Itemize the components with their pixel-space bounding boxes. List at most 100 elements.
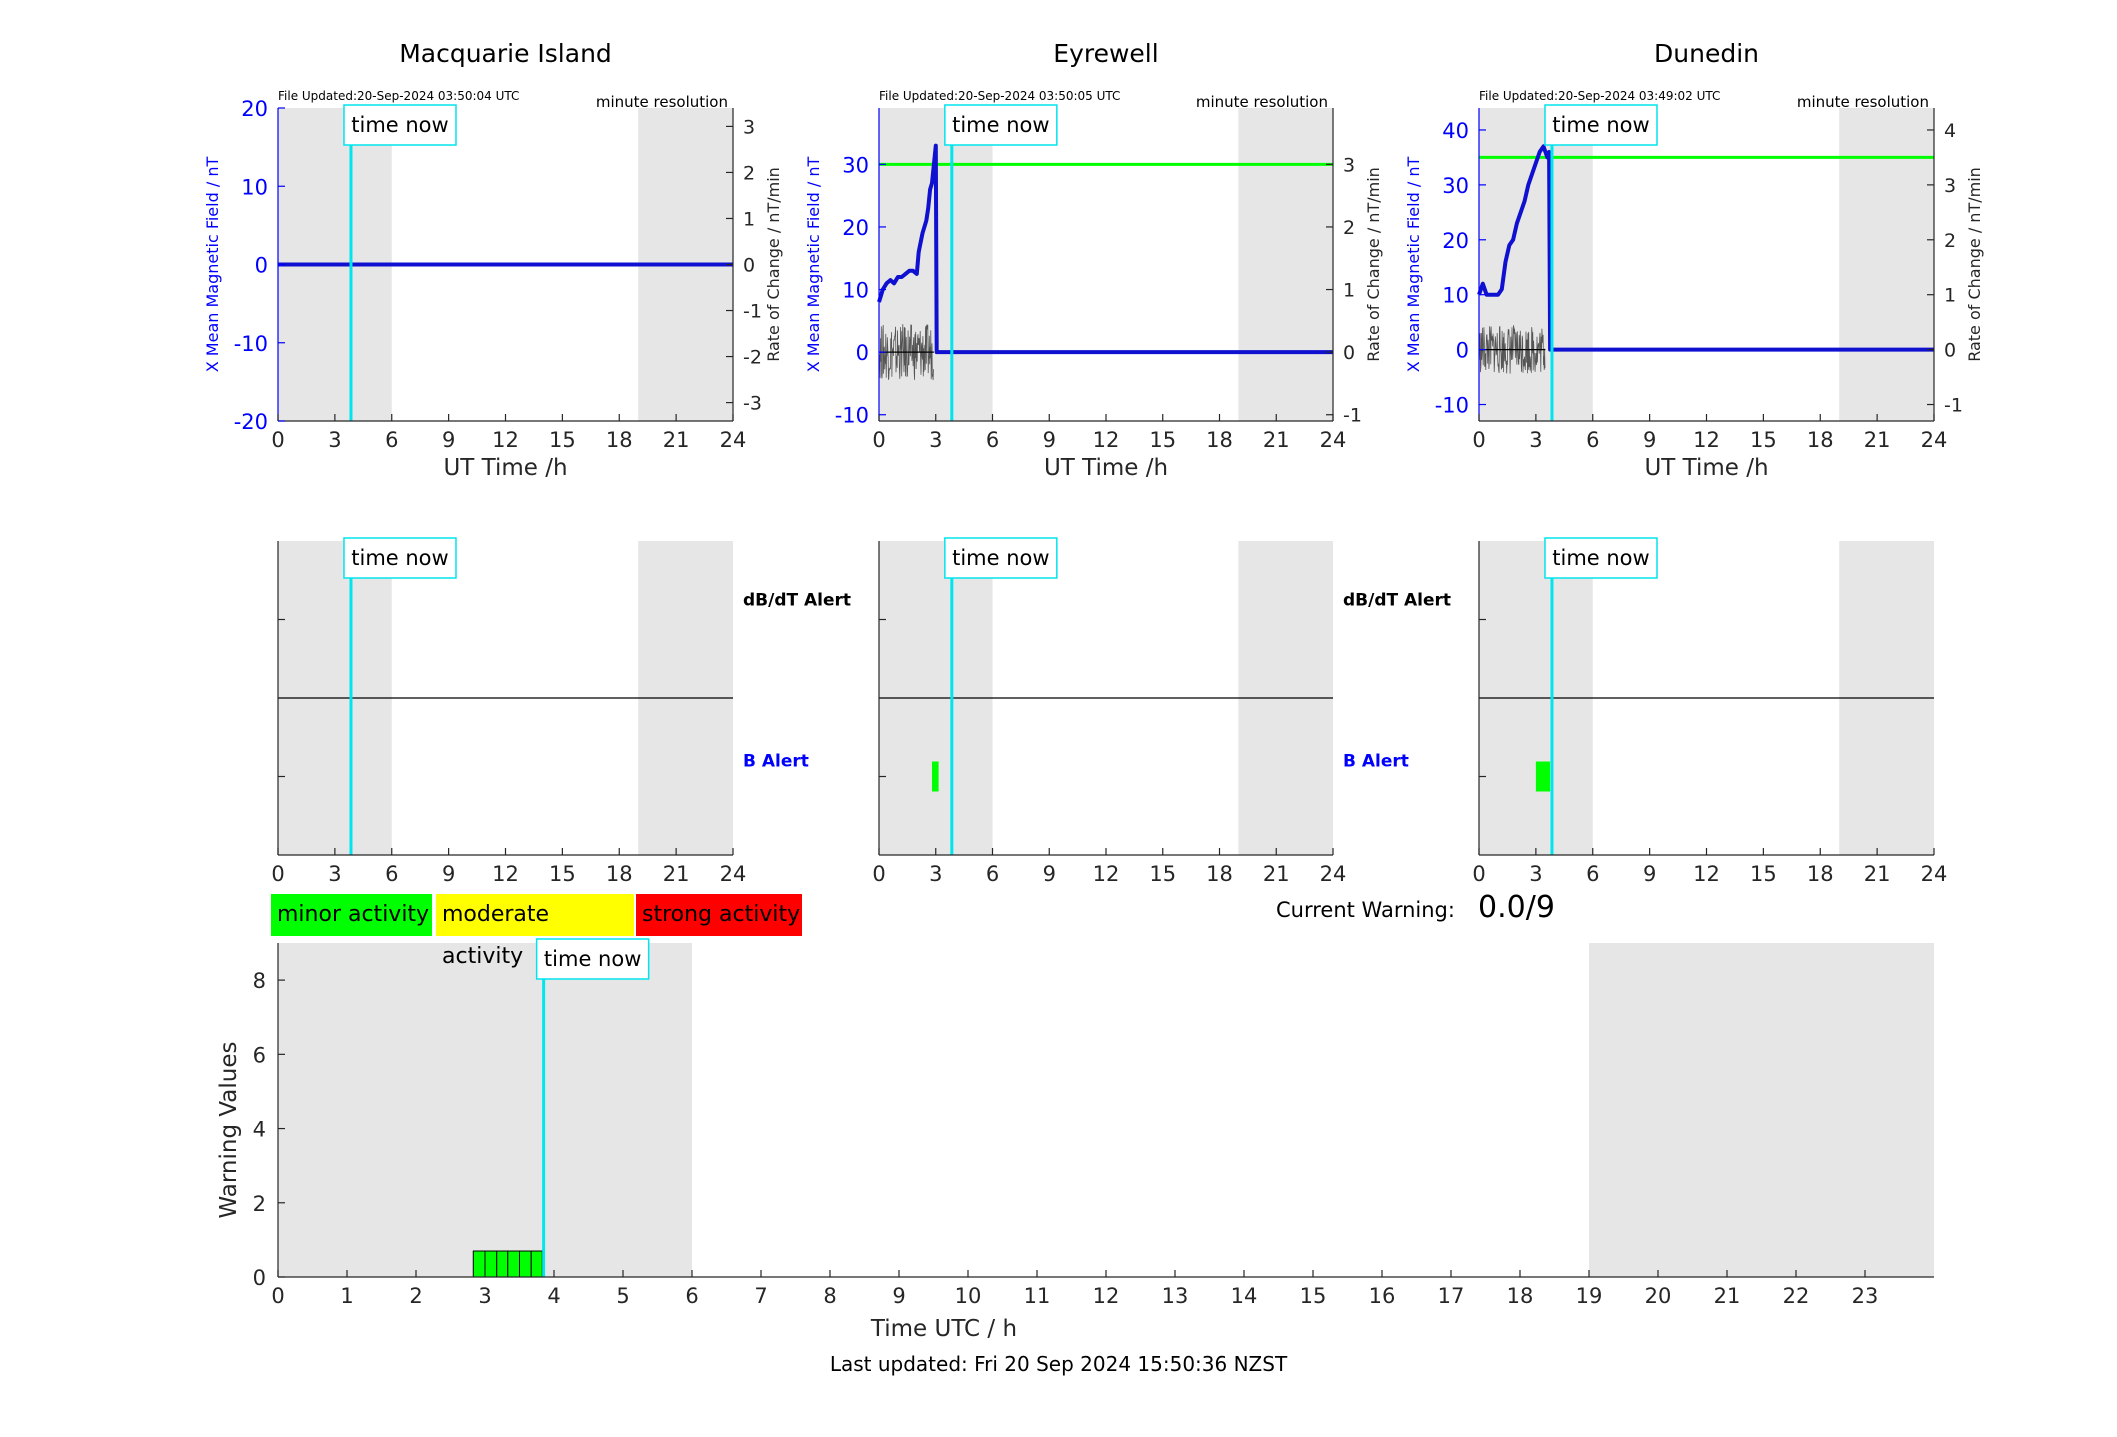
field-series-line	[1477, 144, 1934, 352]
y-tick-label: 30	[842, 153, 869, 177]
y-tick-label: 0	[253, 1266, 266, 1290]
x-axis-label: UT Time /h	[1644, 455, 1768, 481]
x-tick-label: 9	[1043, 428, 1056, 452]
y-axis-label: Warning Values	[216, 1041, 242, 1218]
time-now-box	[343, 104, 457, 146]
time-now-label: time now	[544, 947, 641, 971]
x-tick-label: 6	[385, 428, 398, 452]
y2-tick-label: 2	[1343, 217, 1355, 239]
night-shading	[278, 943, 692, 1277]
y-axis-label: X Mean Magnetic Field / nT	[1404, 157, 1423, 373]
x-tick-label: 6	[1586, 862, 1599, 886]
x-tick-label: 24	[720, 428, 747, 452]
y2-tick-label: 0	[1944, 340, 1956, 362]
alert-chart-3: time now 0 3 6 9 12 15 18 21 24	[1472, 537, 1948, 886]
x-tick-label: 0	[1472, 428, 1485, 452]
x-tick-label: 7	[754, 1284, 767, 1308]
y-tick-label: 6	[253, 1043, 266, 1067]
x-tick-label: 13	[1162, 1284, 1189, 1308]
y-tick-label: 0	[255, 254, 268, 278]
y-tick-label: 30	[1442, 174, 1469, 198]
x-tick-label: 21	[1864, 862, 1891, 886]
y-tick-label: 10	[842, 279, 869, 303]
y2-tick-label: 3	[1944, 175, 1956, 197]
x-tick-label: 0	[271, 862, 284, 886]
y2-tick-label: 1	[1343, 280, 1355, 302]
x-tick-label: 24	[1921, 862, 1948, 886]
x-tick-label: 4	[547, 1284, 560, 1308]
warning-bar	[484, 1250, 498, 1278]
y2-tick-label: 1	[1944, 285, 1956, 307]
x-tick-label: 15	[549, 862, 576, 886]
y-tick-label: 20	[241, 97, 268, 121]
time-now-box	[1544, 104, 1658, 146]
time-now-label: time now	[952, 546, 1049, 570]
x-tick-label: 14	[1231, 1284, 1258, 1308]
alert-block	[931, 761, 939, 792]
time-now-label: time now	[351, 113, 448, 137]
x-tick-label: 12	[492, 862, 519, 886]
x-tick-label: 8	[823, 1284, 836, 1308]
x-tick-label: 18	[1206, 428, 1233, 452]
y2-axis-label: Rate of Change / nT/min	[1364, 167, 1383, 362]
x-tick-label: 12	[1693, 862, 1720, 886]
x-tick-label: 9	[1643, 862, 1656, 886]
night-shading	[1238, 108, 1333, 421]
y-tick-label: 40	[1442, 119, 1469, 143]
x-tick-label: 11	[1024, 1284, 1051, 1308]
y-tick-label: 2	[253, 1192, 266, 1216]
b-alert-label: B Alert	[743, 752, 809, 772]
x-tick-label: 9	[442, 428, 455, 452]
y-tick-label: -10	[234, 332, 268, 356]
x-tick-label: 6	[986, 428, 999, 452]
rate-of-change-trace	[1478, 325, 1546, 374]
night-shading	[1839, 108, 1934, 421]
y2-tick-label: -1	[743, 301, 762, 323]
night-shading	[1589, 943, 1934, 1277]
y-tick-label: -10	[835, 404, 869, 428]
field-series-line	[877, 143, 1333, 355]
y-tick-label: 0	[856, 341, 869, 365]
x-axis-label: Time UTC / h	[870, 1316, 1017, 1342]
x-tick-label: 24	[720, 862, 747, 886]
x-tick-label: 9	[1043, 862, 1056, 886]
b-alert-label: B Alert	[1343, 752, 1409, 772]
alert-chart-2: time now 0 3 6 9 12 15 18 21 24 dB/dT Alert B Alert	[872, 537, 1451, 886]
x-tick-label: 21	[1864, 428, 1891, 452]
alert-block	[1535, 761, 1551, 792]
chart-title: Dunedin	[1654, 39, 1759, 68]
y2-tick-label: 4	[1944, 120, 1956, 142]
chart-title: Eyrewell	[1053, 39, 1158, 68]
alert-chart-1: time now 0 3 6 9 12 15 18 21 24 dB/dT Alert B Alert	[271, 537, 851, 886]
time-now-box	[535, 938, 650, 980]
x-tick-label: 18	[1807, 428, 1834, 452]
x-tick-label: 24	[1320, 862, 1347, 886]
x-tick-label: 2	[409, 1284, 422, 1308]
y2-tick-label: 3	[743, 116, 755, 138]
y2-tick-label: 2	[1944, 230, 1956, 252]
file-updated-label: File Updated:20-Sep-2024 03:50:04 UTC	[278, 89, 519, 103]
x-tick-label: 22	[1783, 1284, 1810, 1308]
y2-tick-label: 2	[743, 162, 755, 184]
chart-title: Macquarie Island	[399, 39, 612, 68]
x-tick-label: 12	[1093, 1284, 1120, 1308]
night-shading	[1479, 108, 1593, 421]
time-now-box	[944, 104, 1058, 146]
y-tick-label: 8	[253, 969, 266, 993]
time-now-box	[944, 537, 1058, 579]
x-tick-label: 24	[1921, 428, 1948, 452]
warning-bar	[519, 1250, 532, 1278]
rate-of-change-trace	[878, 324, 934, 381]
file-updated-label: File Updated:20-Sep-2024 03:49:02 UTC	[1479, 89, 1720, 103]
x-tick-label: 23	[1852, 1284, 1879, 1308]
x-tick-label: 12	[1693, 428, 1720, 452]
x-tick-label: 18	[1206, 862, 1233, 886]
x-tick-label: 0	[1472, 862, 1485, 886]
dbdt-alert-label: dB/dT Alert	[743, 591, 851, 611]
y-tick-label: 10	[241, 175, 268, 199]
x-tick-label: 12	[1093, 428, 1120, 452]
time-now-box	[1544, 537, 1658, 579]
